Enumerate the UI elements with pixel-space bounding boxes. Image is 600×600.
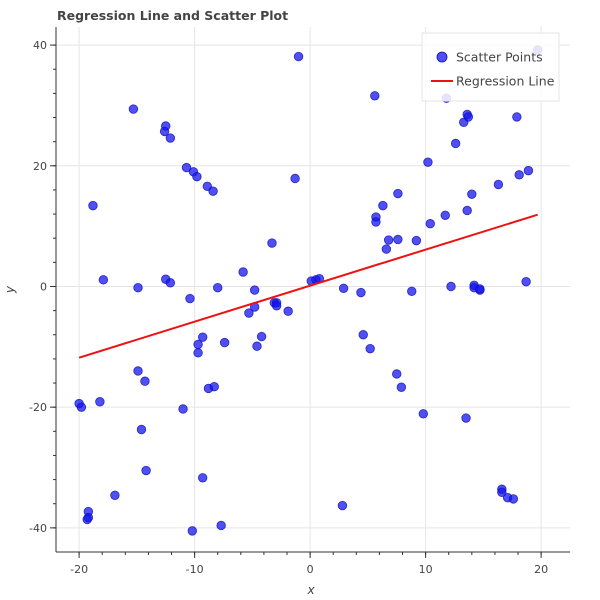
scatter-point <box>98 275 109 285</box>
legend-scatter-marker <box>436 51 448 63</box>
scatter-point <box>136 424 147 435</box>
scatter-point <box>463 112 474 122</box>
scatter-point <box>76 402 87 412</box>
scatter-point <box>358 330 368 340</box>
scatter-point <box>110 490 120 500</box>
scatter-point <box>192 171 202 182</box>
scatter-point <box>256 331 267 342</box>
scatter-point <box>461 413 471 423</box>
x-tick-label: 0 <box>307 563 314 576</box>
scatter-point <box>512 112 522 122</box>
scatter-point <box>178 404 188 414</box>
scatter-point <box>450 138 461 149</box>
scatter-point <box>418 409 429 419</box>
scatter-point <box>371 217 381 227</box>
scatter-point <box>283 306 293 316</box>
scatter-point <box>338 283 349 293</box>
data-layer <box>74 45 543 536</box>
scatter-point <box>378 200 388 211</box>
scatter-point <box>271 301 282 311</box>
scatter-point <box>219 337 230 348</box>
scatter-point <box>185 293 195 304</box>
legend-label-regression: Regression Line <box>456 74 555 89</box>
scatter-point <box>446 281 456 292</box>
scatter-point <box>252 341 262 351</box>
scatter-point <box>425 219 435 229</box>
scatter-point <box>337 500 348 511</box>
scatter-point <box>521 276 531 287</box>
grid <box>56 27 570 552</box>
scatter-point <box>249 285 260 295</box>
scatter-point <box>193 348 203 358</box>
scatter-point <box>187 526 197 536</box>
scatter-point <box>133 282 143 293</box>
scatter-point <box>475 284 485 294</box>
scatter-point <box>209 381 219 392</box>
scatter-point <box>396 382 407 392</box>
scatter-point <box>381 244 392 254</box>
x-tick-label: 10 <box>419 563 433 576</box>
scatter-point <box>238 267 248 277</box>
scatter-point <box>95 397 105 407</box>
scatter-point <box>244 308 254 318</box>
scatter-point <box>393 234 403 245</box>
scatter-point <box>133 366 143 376</box>
scatter-point <box>497 487 507 497</box>
scatter-point <box>411 235 422 246</box>
scatter-point <box>141 465 151 476</box>
scatter-point <box>216 520 226 531</box>
scatter-point <box>393 188 403 199</box>
y-tick-label: 40 <box>33 39 47 52</box>
scatter-point <box>467 189 477 199</box>
legend-label-scatter: Scatter Points <box>456 50 543 65</box>
scatter-point <box>293 51 304 62</box>
scatter-point <box>383 235 394 245</box>
y-tick-label: -20 <box>29 401 47 414</box>
scatter-point <box>508 494 519 504</box>
scatter-point <box>290 173 300 184</box>
scatter-point <box>197 473 208 483</box>
scatter-point <box>392 369 402 379</box>
scatter-point <box>165 278 176 288</box>
x-tick-label: -10 <box>186 563 204 576</box>
scatter-point <box>88 200 98 211</box>
scatter-point <box>356 287 366 298</box>
y-axis-label: y <box>3 285 17 294</box>
scatter-point <box>462 205 472 216</box>
scatter-point <box>197 332 208 342</box>
legend-box <box>421 32 560 102</box>
scatter-point <box>140 376 150 386</box>
scatter-point <box>493 179 504 190</box>
chart-title: Regression Line and Scatter Plot <box>57 8 289 23</box>
scatter-point <box>523 165 534 176</box>
scatter-point <box>407 286 417 297</box>
legend: Scatter Points Regression Line <box>421 32 560 102</box>
y-tick-label: 20 <box>33 160 47 173</box>
y-tick-label: 0 <box>40 280 47 293</box>
axes: -20 -10 0 10 20 -40 -20 0 20 40 x y <box>3 27 570 597</box>
scatter-point <box>181 162 192 173</box>
scatter-point <box>208 186 218 196</box>
scatter-point <box>365 343 375 354</box>
scatter-point <box>82 514 92 525</box>
regression-line <box>78 213 538 359</box>
y-tick-label: -40 <box>29 522 47 535</box>
scatter-point <box>213 282 223 293</box>
x-tick-label: 20 <box>534 563 548 576</box>
x-tick-label: -20 <box>70 563 88 576</box>
scatter-point <box>440 210 450 220</box>
scatter-point <box>128 104 139 114</box>
scatter-point <box>423 157 433 167</box>
scatter-point <box>370 91 380 101</box>
x-axis-label: x <box>306 583 315 597</box>
scatter-point <box>514 170 524 180</box>
scatter-point <box>267 238 277 248</box>
scatter-point <box>165 133 176 143</box>
scatter-point <box>159 126 170 137</box>
